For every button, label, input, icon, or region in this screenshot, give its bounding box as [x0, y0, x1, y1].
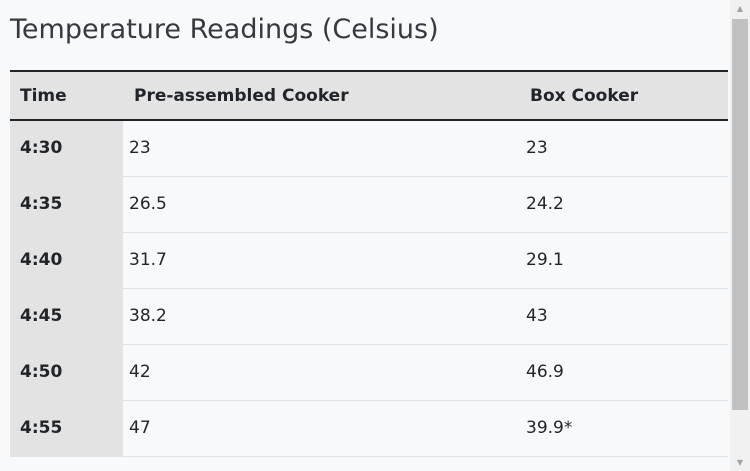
table-row: 4:30 23 23	[10, 120, 728, 177]
header-box-cooker: Box Cooker	[520, 70, 728, 121]
cell-time: 4:30	[10, 120, 123, 177]
cell-pre-assembled: 38.2	[123, 288, 520, 345]
page-title: Temperature Readings (Celsius)	[10, 14, 439, 45]
cell-time: 4:35	[10, 176, 123, 233]
content-viewport: Temperature Readings (Celsius) Time Pre-…	[10, 14, 728, 457]
header-time: Time	[10, 70, 123, 121]
cell-box-cooker: 43	[520, 288, 728, 345]
cell-pre-assembled: 47	[123, 400, 520, 457]
table-header-row: Time Pre-assembled Cooker Box Cooker	[10, 70, 728, 121]
table-row: 4:40 31.7 29.1	[10, 232, 728, 289]
cell-box-cooker: 46.9	[520, 344, 728, 401]
cell-pre-assembled: 23	[123, 120, 520, 177]
temperature-table: Time Pre-assembled Cooker Box Cooker 4:3…	[10, 70, 728, 457]
vertical-scrollbar[interactable]: ▲ ▼	[730, 0, 750, 471]
cell-time: 4:45	[10, 288, 123, 345]
cell-box-cooker: 29.1	[520, 232, 728, 289]
cell-time: 4:40	[10, 232, 123, 289]
cell-box-cooker: 23	[520, 120, 728, 177]
cell-box-cooker: 39.9*	[520, 400, 728, 457]
table-row: 4:35 26.5 24.2	[10, 176, 728, 233]
scroll-down-icon[interactable]: ▼	[736, 458, 744, 467]
table-row: 4:45 38.2 43	[10, 288, 728, 345]
table-row: 4:55 47 39.9*	[10, 400, 728, 457]
cell-time: 4:50	[10, 344, 123, 401]
cell-pre-assembled: 42	[123, 344, 520, 401]
scroll-up-icon[interactable]: ▲	[736, 4, 744, 13]
cell-pre-assembled: 26.5	[123, 176, 520, 233]
cell-time: 4:55	[10, 400, 123, 457]
header-pre-assembled-cooker: Pre-assembled Cooker	[123, 70, 520, 121]
cell-pre-assembled: 31.7	[123, 232, 520, 289]
table-row: 4:50 42 46.9	[10, 344, 728, 401]
scrollbar-thumb[interactable]	[732, 19, 748, 410]
cell-box-cooker: 24.2	[520, 176, 728, 233]
